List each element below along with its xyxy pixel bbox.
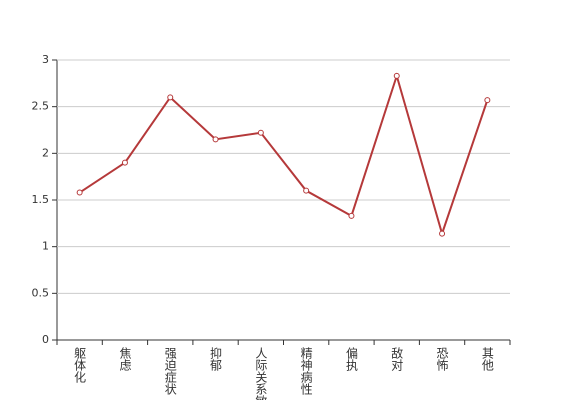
point: [348, 212, 355, 219]
line: [79, 72, 489, 237]
point: [393, 72, 400, 79]
x-tick-label: 人际关系敏感: [254, 347, 268, 400]
y-tick-label: 2: [42, 146, 49, 159]
x-tick-label: 偏执: [344, 346, 358, 372]
y-tick-label: 0.5: [32, 286, 50, 299]
point: [303, 187, 310, 194]
x-tick-label: 焦虑: [118, 347, 132, 371]
x-tick-label: 其他: [480, 347, 494, 371]
point: [212, 136, 219, 143]
y-tick-label: 2.5: [32, 100, 50, 113]
x-tick-label: 敌对: [390, 346, 404, 371]
point: [439, 230, 446, 237]
point: [484, 97, 491, 104]
x-tick-label: 躯体化: [73, 346, 87, 384]
y-tick-label: 1.5: [32, 193, 50, 206]
x-tick-label: 抑郁: [209, 346, 223, 372]
point: [121, 159, 128, 166]
y-tick-label: 1: [42, 240, 49, 253]
x-tick-label: 恐怖: [435, 347, 449, 371]
y-tick-label: 0: [42, 333, 49, 346]
y-tick-label: 3: [42, 53, 49, 66]
x-tick-label: 精神病性: [299, 347, 313, 396]
x-tick-label: 强迫症状: [163, 347, 177, 395]
point: [167, 94, 174, 101]
point: [257, 129, 264, 136]
point: [76, 189, 83, 196]
